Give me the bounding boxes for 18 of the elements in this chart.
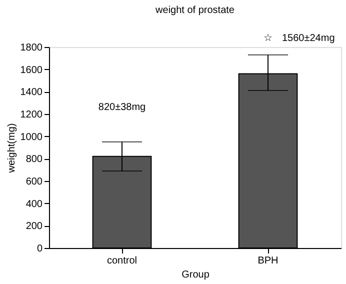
text: 1560±24mg xyxy=(282,33,335,44)
y-tick-label: 1800 xyxy=(20,42,43,54)
y-tick-label: 1400 xyxy=(20,87,43,98)
y-tick-label: 400 xyxy=(26,198,43,210)
y-tick-label: 800 xyxy=(26,154,43,166)
y-tick-label: 1200 xyxy=(20,110,43,120)
y-tick-label: 1600 xyxy=(20,64,43,76)
y-tick-label: 200 xyxy=(26,221,43,232)
y-tick-label: 1000 xyxy=(20,132,43,143)
y-axis-title: weight(mg) xyxy=(6,123,18,174)
y-tick-label: 600 xyxy=(26,176,43,188)
chart-title: weight of prostate xyxy=(154,5,235,16)
annotation: 820±38mg xyxy=(98,102,146,113)
y-tick-label: 0 xyxy=(36,244,43,254)
text: ☆ xyxy=(264,33,272,44)
x-tick-label: control xyxy=(106,256,138,266)
x-axis-title: Group xyxy=(182,270,210,280)
x-tick-label: BPH xyxy=(258,256,278,266)
